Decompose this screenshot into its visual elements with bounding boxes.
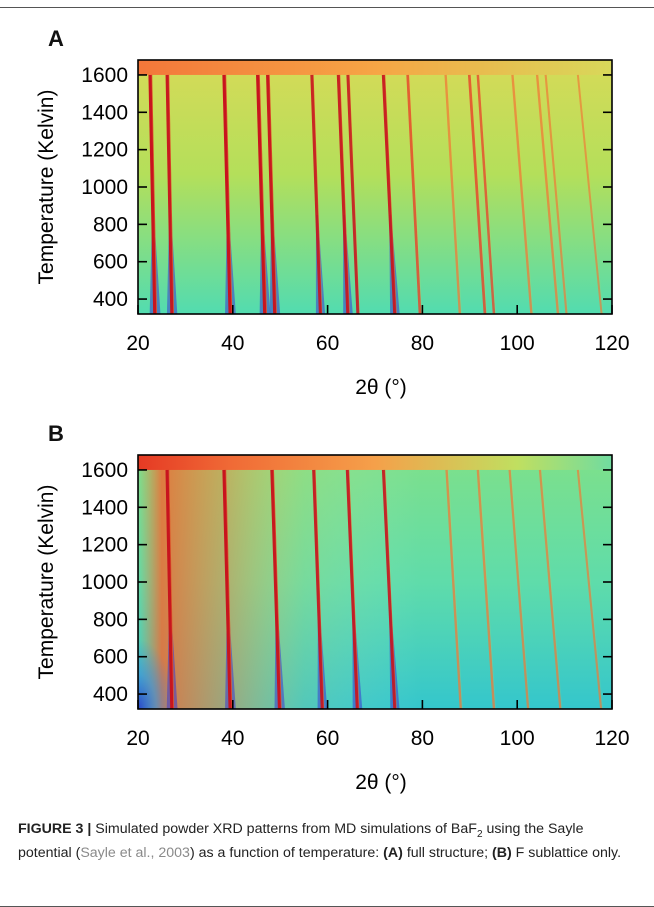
x-tick-label: 20 [126,332,149,355]
x-tick-label: 40 [221,332,244,355]
y-tick-label: 800 [93,213,128,236]
panel-a-heatmap: 400 600 800 1000 1200 1400 1600 20 40 60 80 100 120 2… [35,59,630,399]
melt-band [138,60,612,75]
x-tick-label: 20 [126,727,149,750]
peak-line [346,74,360,314]
x-tick-label: 100 [500,727,535,750]
caption-text-2: using the Sayle potential ( [18,821,584,862]
peak-line [165,469,178,709]
citation-link[interactable]: Sayle et al., 2003 [80,845,190,862]
y-tick-label: 400 [93,683,128,706]
y-axis-label: Temperature (Kelvin) [35,90,58,285]
peak-line [336,74,353,314]
peak-line [406,74,423,314]
melt-band [138,455,612,470]
panel-b-label: B [48,421,64,446]
peak-line [444,74,462,314]
peak-line [576,74,604,314]
heatmap-overlay [138,60,612,314]
top-rule [0,7,654,8]
panel-b: 400 600 800 1000 1200 1400 1600 20 40 60 80 100 120 2… [0,435,654,805]
caption-compound: BaF2 [450,821,483,840]
peak-line [381,74,400,314]
caption-figure-label: FIGURE 3 | [18,821,92,837]
peak-line [381,469,400,709]
x-tick-label: 60 [316,332,339,355]
caption-text-3: ) as a function of temperature: [189,845,384,862]
y-tick-label: 800 [93,608,128,631]
y-tick-label: 1000 [81,571,128,594]
peak-line [535,74,560,314]
heatmap-overlay [138,455,612,709]
y-tick-label: 1600 [81,64,128,87]
x-tick-label: 120 [594,332,629,355]
caption-part-b-label: (B) [491,845,512,862]
peak-line [508,469,531,709]
peak-line [310,74,326,314]
x-axis-label: 2θ (°) [355,376,407,399]
y-tick-label: 1200 [81,139,128,162]
peak-line [256,74,271,314]
panel-a: 400 600 800 1000 1200 1400 1600 20 40 60 80 100 120 2… [0,40,654,410]
panel-a-label: A [48,26,64,51]
y-axis-label: Temperature (Kelvin) [35,485,58,680]
panel-b-heatmap: 400 600 800 1000 1200 1400 1600 20 40 60 80 100 120 2… [35,454,630,794]
peak-line [576,469,604,709]
peak-line [544,74,569,314]
x-axis-label: 2θ (°) [355,771,407,794]
peak-line [312,469,328,709]
peak-line [222,469,236,709]
y-tick-label: 1400 [81,101,128,124]
x-tick-label: 40 [221,727,244,750]
figure-caption: FIGURE 3 | Simulated powder XRD patterns… [18,820,638,864]
peak-line [345,469,363,709]
peak-line [165,74,178,314]
x-tick-label: 60 [316,727,339,750]
peak-line [476,74,496,314]
x-tick-label: 80 [411,332,434,355]
peak-line [270,469,285,709]
peak-line [445,469,463,709]
y-tick-label: 1200 [81,534,128,557]
peak-line [148,74,161,314]
y-tick-label: 1600 [81,459,128,482]
peak-line [467,74,487,314]
caption-part-a-label: (A) [383,845,403,862]
x-tick-label: 120 [594,727,629,750]
x-tick-label: 80 [411,727,434,750]
caption-part-a-text: full structure; [402,845,492,862]
peak-line [266,74,281,314]
peak-line [538,469,563,709]
y-tick-label: 600 [93,251,128,274]
peak-line [222,74,236,314]
caption-part-b-text: F sublattice only. [511,845,622,862]
x-tick-label: 100 [500,332,535,355]
y-tick-label: 400 [93,288,128,311]
y-tick-label: 1000 [81,176,128,199]
y-tick-label: 1400 [81,496,128,519]
peak-line [476,469,496,709]
peak-line [511,74,534,314]
y-tick-label: 600 [93,646,128,669]
caption-text-1: Simulated powder XRD patterns from MD si… [91,821,451,837]
